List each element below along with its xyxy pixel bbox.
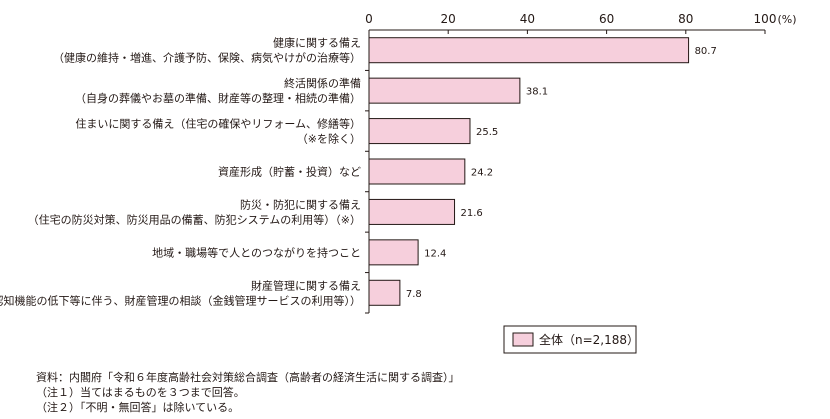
x-tick-label: 80 bbox=[678, 12, 693, 26]
category-label: 資産形成（貯蓄・投資）など bbox=[218, 165, 361, 179]
bar bbox=[368, 37, 690, 64]
category-label: （住宅の防災対策、防災用品の備蓄、防犯システムの利用等）（※） bbox=[28, 212, 361, 226]
bar-chart: 0 20 40 60 80 100 (%) 80.7 健康に関する備え（健康の維持・増進、介護予… bbox=[0, 12, 797, 354]
data-label: 80.7 bbox=[695, 46, 717, 57]
category-label: （自身の葬儀やお墓の準備、財産等の整理・相続の準備） bbox=[75, 91, 361, 105]
x-tick-label: 100 bbox=[754, 12, 777, 26]
notes: 資料：内閣府「令和６年度高齢社会対策総合調査（高齢者の経済生活に関する調査）」 … bbox=[36, 370, 460, 415]
data-label: 38.1 bbox=[526, 87, 548, 98]
category-label: 防災・防犯に関する備え bbox=[240, 197, 361, 211]
x-tick-label: 0 bbox=[365, 12, 373, 26]
x-tick-label: 20 bbox=[441, 12, 456, 26]
data-label: 7.8 bbox=[406, 289, 422, 300]
data-label: 24.2 bbox=[471, 168, 493, 179]
data-label: 21.6 bbox=[461, 208, 483, 219]
bar bbox=[368, 118, 471, 145]
category-label: 住まいに関する備え（住宅の確保やリフォーム、修繕等） bbox=[75, 117, 361, 131]
x-tick-label: 40 bbox=[520, 12, 535, 26]
source-note: 資料：内閣府「令和６年度高齢社会対策総合調査（高齢者の経済生活に関する調査）」 bbox=[36, 371, 460, 384]
x-tick-label: 60 bbox=[599, 12, 614, 26]
category-label: 健康に関する備え bbox=[273, 36, 361, 50]
bar bbox=[368, 198, 456, 225]
bar bbox=[368, 279, 401, 306]
category-label: 終活関係の準備 bbox=[284, 76, 361, 90]
note-1: （注１）当てはまるものを３つまで回答。 bbox=[36, 386, 245, 399]
category-label: （認知機能の低下等に伴う、財産管理の相談（金銭管理サービスの利用等）） bbox=[0, 293, 361, 307]
category-label: 地域・職場等で人とのつながりを持つこと bbox=[152, 245, 361, 259]
category-label: （※を除く） bbox=[297, 132, 361, 146]
legend-label: 全体（n=2,188） bbox=[539, 332, 639, 347]
category-label: （健康の維持・増進、介護予防、保険、病気やけがの治療等） bbox=[53, 51, 361, 65]
bar bbox=[368, 158, 466, 185]
bar bbox=[368, 77, 521, 104]
data-label: 25.5 bbox=[476, 127, 498, 138]
bar bbox=[368, 239, 419, 266]
legend-swatch bbox=[512, 332, 534, 347]
x-unit-label: (%) bbox=[777, 13, 796, 26]
category-label: 財産管理に関する備え bbox=[251, 278, 361, 292]
data-label: 12.4 bbox=[424, 248, 446, 259]
note-2: （注２）「不明・無回答」は除いている。 bbox=[36, 401, 240, 414]
